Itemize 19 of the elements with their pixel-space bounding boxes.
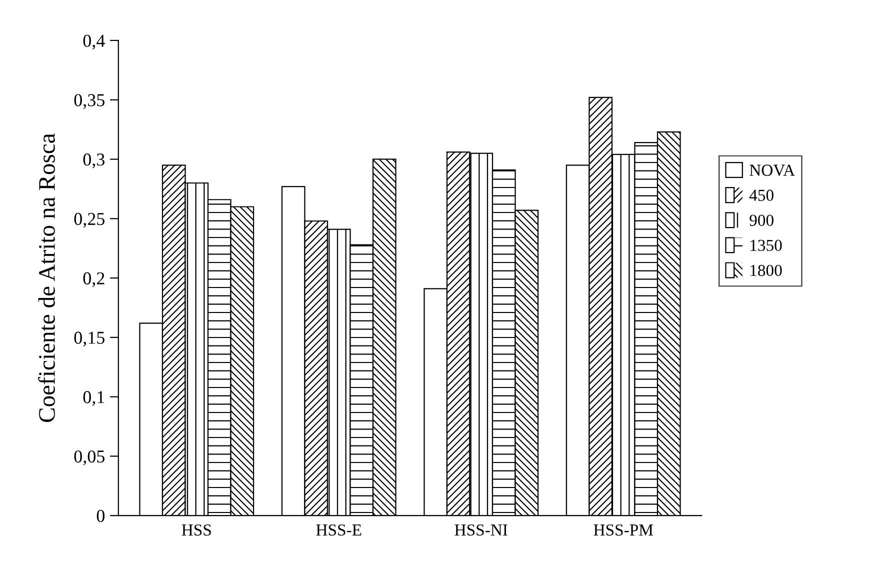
y-tick-label: 0 bbox=[96, 510, 105, 522]
y-tick-label: 0,2 bbox=[83, 272, 104, 288]
legend-label: NOVA bbox=[750, 164, 795, 176]
y-tick-label: 0,15 bbox=[74, 332, 104, 346]
x-tick-label: HSS-E bbox=[316, 524, 362, 536]
y-tick-label: 0,1 bbox=[83, 391, 104, 406]
legend-label: 900 bbox=[750, 214, 774, 226]
y-tick-label: 0,3 bbox=[83, 153, 104, 168]
x-tick-label: HSS-NI bbox=[454, 524, 508, 536]
y-tick-label: 0,35 bbox=[74, 94, 104, 109]
legend-label: 1800 bbox=[750, 264, 782, 276]
x-tick-label: HSS bbox=[182, 524, 211, 536]
x-tick-label: HSS-PM bbox=[594, 524, 653, 536]
legend-label: 1350 bbox=[750, 240, 782, 252]
y-tick-label: 0,4 bbox=[83, 34, 105, 50]
y-axis-title: Coeficiente de Atrito na Rosca bbox=[38, 133, 55, 422]
y-tick-label: 0,25 bbox=[74, 212, 104, 228]
y-tick-label: 0,05 bbox=[74, 450, 104, 466]
legend-label: 450 bbox=[749, 190, 774, 201]
